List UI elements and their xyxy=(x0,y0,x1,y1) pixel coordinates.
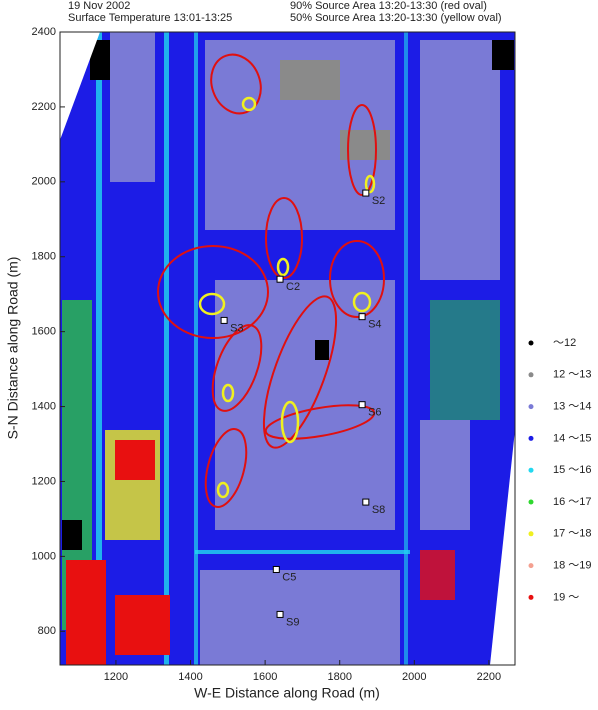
station-label: S4 xyxy=(368,319,381,331)
legend-label: 13 ～14 xyxy=(553,401,592,413)
header-red: 90% Source Area 13:20-13:30 (red oval) xyxy=(290,0,487,12)
station-marker xyxy=(359,402,365,408)
legend-label: 14 ～15 xyxy=(553,432,592,444)
legend-label: 15 ～16 xyxy=(553,464,592,476)
header-date: 19 Nov 2002 xyxy=(68,0,130,12)
legend-swatch xyxy=(529,468,534,473)
legend-label: 18 ～19 xyxy=(553,560,592,572)
legend-label: 16 ～17 xyxy=(553,496,592,508)
header-yellow: 50% Source Area 13:20-13:30 (yellow oval… xyxy=(290,12,502,24)
x-tick-label: 1800 xyxy=(327,671,351,683)
y-tick-label: 1600 xyxy=(32,326,56,338)
y-tick-label: 1000 xyxy=(32,550,56,562)
y-tick-label: 2000 xyxy=(32,176,56,188)
station-label: S3 xyxy=(230,322,243,334)
legend-label: 12 ～13 xyxy=(553,369,592,381)
station-label: S8 xyxy=(372,504,385,516)
legend-label: ～12 xyxy=(553,337,576,349)
x-tick-label: 2000 xyxy=(402,671,426,683)
legend-swatch xyxy=(529,563,534,568)
station-label: S6 xyxy=(368,407,381,419)
legend-swatch xyxy=(529,404,534,409)
y-tick-label: 1400 xyxy=(32,400,56,412)
legend-swatch xyxy=(529,341,534,346)
station-marker xyxy=(273,566,279,572)
station-marker xyxy=(363,190,369,196)
x-tick-label: 1600 xyxy=(253,671,277,683)
legend-label: 17 ～18 xyxy=(553,528,592,540)
legend-swatch xyxy=(529,372,534,377)
station-label: C2 xyxy=(286,281,300,293)
legend-swatch xyxy=(529,436,534,441)
map-image xyxy=(60,32,515,665)
station-marker xyxy=(277,611,283,617)
legend-label: 19 ～ xyxy=(553,591,579,603)
y-tick-label: 2200 xyxy=(32,101,56,113)
y-axis-label: S-N Distance along Road (m) xyxy=(5,257,21,440)
x-tick-label: 1400 xyxy=(178,671,202,683)
legend-swatch xyxy=(529,595,534,600)
figure: 19 Nov 2002 Surface Temperature 13:01-13… xyxy=(0,0,598,710)
station-label: C5 xyxy=(282,571,296,583)
x-axis-label: W-E Distance along Road (m) xyxy=(194,685,380,701)
y-tick-label: 800 xyxy=(38,625,56,637)
station-marker xyxy=(363,499,369,505)
station-marker xyxy=(277,276,283,282)
station-label: S9 xyxy=(286,616,299,628)
y-tick-label: 1200 xyxy=(32,475,56,487)
x-tick-label: 1200 xyxy=(104,671,128,683)
station-label: S2 xyxy=(372,195,385,207)
x-tick-label: 2200 xyxy=(477,671,501,683)
station-marker xyxy=(221,317,227,323)
y-tick-label: 1800 xyxy=(32,251,56,263)
legend-swatch xyxy=(529,500,534,505)
legend-swatch xyxy=(529,531,534,536)
header-surface: Surface Temperature 13:01-13:25 xyxy=(68,12,232,24)
y-tick-label: 2400 xyxy=(32,26,56,38)
station-marker xyxy=(359,314,365,320)
